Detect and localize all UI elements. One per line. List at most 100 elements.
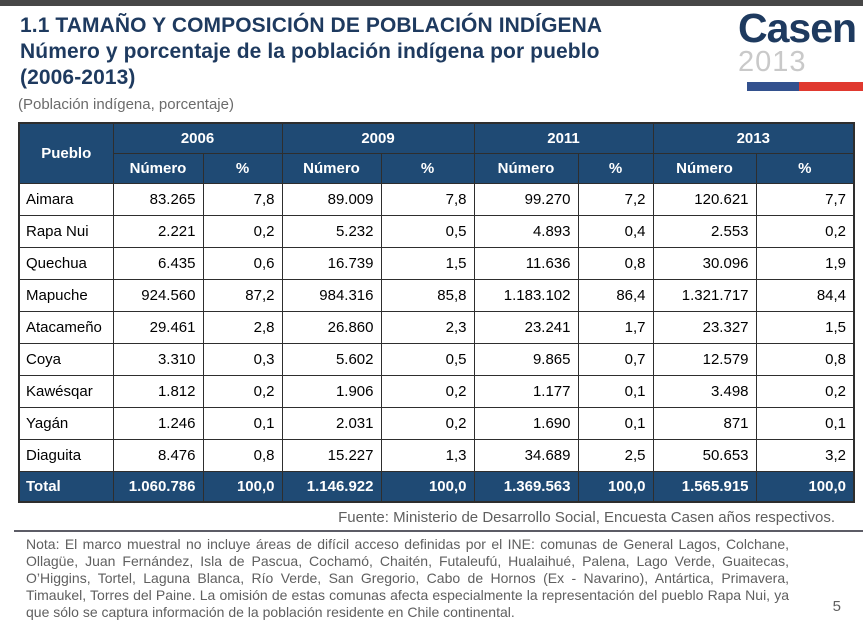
value-cell: 0,1 [577, 406, 654, 440]
table-row: Quechua 6.435 0,6 16.739 1,5 11.636 0,8 30.096 1… [18, 246, 855, 280]
value-cell: 871 [652, 406, 757, 440]
value-cell: 5.232 [281, 214, 382, 248]
page-title: 1.1 TAMAÑO Y COMPOSICIÓN DE POBLACIÓN IN… [20, 13, 630, 91]
header-year-2009: 2009 [281, 122, 475, 154]
value-cell: 23.327 [652, 310, 757, 344]
header-year-2006: 2006 [112, 122, 283, 154]
value-cell: 84,4 [755, 278, 855, 312]
header-pct: % [380, 152, 475, 184]
value-cell: 7,8 [380, 182, 475, 216]
flag-bar [747, 82, 863, 91]
value-cell: 0,2 [202, 374, 283, 408]
value-cell: 100,0 [202, 470, 283, 503]
value-cell: 4.893 [473, 214, 579, 248]
table-row: Rapa Nui 2.221 0,2 5.232 0,5 4.893 0,4 2.553 0,2 [18, 214, 855, 248]
pueblo-cell: Diaguita [18, 438, 114, 472]
value-cell: 1,9 [755, 246, 855, 280]
value-cell: 1,7 [577, 310, 654, 344]
value-cell: 0,2 [202, 214, 283, 248]
pueblo-cell: Yagán [18, 406, 114, 440]
value-cell: 1.060.786 [112, 470, 204, 503]
value-cell: 89.009 [281, 182, 382, 216]
value-cell: 0,4 [577, 214, 654, 248]
value-cell: 9.865 [473, 342, 579, 376]
value-cell: 11.636 [473, 246, 579, 280]
value-cell: 0,5 [380, 342, 475, 376]
value-cell: 16.739 [281, 246, 382, 280]
header-numero: Número [652, 152, 757, 184]
value-cell: 6.435 [112, 246, 204, 280]
value-cell: 0,1 [755, 406, 855, 440]
table-row: Mapuche 924.560 87,2 984.316 85,8 1.183.102 86… [18, 278, 855, 312]
value-cell: 0,2 [755, 214, 855, 248]
pueblo-cell: Coya [18, 342, 114, 376]
value-cell: 50.653 [652, 438, 757, 472]
value-cell: 1.690 [473, 406, 579, 440]
top-accent-strip [0, 0, 863, 6]
value-cell: 0,2 [755, 374, 855, 408]
value-cell: 12.579 [652, 342, 757, 376]
population-table: Pueblo 2006 2009 2011 2013 Número % Núme… [18, 122, 856, 503]
value-cell: 87,2 [202, 278, 283, 312]
header-pueblo: Pueblo [18, 122, 114, 184]
value-cell: 1,5 [755, 310, 855, 344]
value-cell: 29.461 [112, 310, 204, 344]
value-cell: 7,2 [577, 182, 654, 216]
value-cell: 0,1 [577, 374, 654, 408]
value-cell: 85,8 [380, 278, 475, 312]
value-cell: 15.227 [281, 438, 382, 472]
value-cell: 1.565.915 [652, 470, 757, 503]
table-header: Pueblo 2006 2009 2011 2013 Número % Núme… [18, 122, 855, 184]
table-caption: (Población indígena, porcentaje) [18, 96, 234, 113]
pueblo-cell: Rapa Nui [18, 214, 114, 248]
value-cell: 3,2 [755, 438, 855, 472]
value-cell: 1.369.563 [473, 470, 579, 503]
value-cell: 0,5 [380, 214, 475, 248]
casen-wordmark: Casen [738, 5, 857, 51]
title-line-2: Número y porcentaje de la población indí… [20, 40, 600, 63]
value-cell: 1.146.922 [281, 470, 382, 503]
value-cell: 100,0 [577, 470, 654, 503]
value-cell: 86,4 [577, 278, 654, 312]
flag-bar-red [799, 82, 863, 91]
value-cell: 7,8 [202, 182, 283, 216]
value-cell: 99.270 [473, 182, 579, 216]
header-pct: % [577, 152, 654, 184]
table-total-row: Total 1.060.786 100,0 1.146.922 100,0 1.369.5… [18, 470, 855, 503]
value-cell: 3.310 [112, 342, 204, 376]
value-cell: 3.498 [652, 374, 757, 408]
value-cell: 26.860 [281, 310, 382, 344]
table-body: Aimara 83.265 7,8 89.009 7,8 99.270 7,2 120.621… [18, 182, 855, 503]
value-cell: 0,2 [380, 374, 475, 408]
value-cell: 2,5 [577, 438, 654, 472]
source-note: Fuente: Ministerio de Desarrollo Social,… [338, 509, 835, 526]
value-cell: 984.316 [281, 278, 382, 312]
casen-logo: Casen 2013 [738, 5, 863, 77]
value-cell: 34.689 [473, 438, 579, 472]
footer-divider [14, 530, 863, 532]
value-cell: 1.177 [473, 374, 579, 408]
header-pct: % [755, 152, 855, 184]
value-cell: 2.031 [281, 406, 382, 440]
table-row: Aimara 83.265 7,8 89.009 7,8 99.270 7,2 120.621… [18, 182, 855, 216]
value-cell: 8.476 [112, 438, 204, 472]
value-cell: 1,3 [380, 438, 475, 472]
value-cell: 100,0 [380, 470, 475, 503]
value-cell: 2,3 [380, 310, 475, 344]
pueblo-cell: Mapuche [18, 278, 114, 312]
value-cell: 1.812 [112, 374, 204, 408]
value-cell: 0,1 [202, 406, 283, 440]
header-numero: Número [281, 152, 382, 184]
pueblo-cell: Total [18, 470, 114, 503]
value-cell: 83.265 [112, 182, 204, 216]
value-cell: 120.621 [652, 182, 757, 216]
value-cell: 2,8 [202, 310, 283, 344]
table-row: Yagán 1.246 0,1 2.031 0,2 1.690 0,1 871 0,1 [18, 406, 855, 440]
value-cell: 2.553 [652, 214, 757, 248]
value-cell: 2.221 [112, 214, 204, 248]
value-cell: 1.183.102 [473, 278, 579, 312]
table-row: Coya 3.310 0,3 5.602 0,5 9.865 0,7 12.579 0,8 [18, 342, 855, 376]
value-cell: 1.246 [112, 406, 204, 440]
table-row: Kawésqar 1.812 0,2 1.906 0,2 1.177 0,1 3.498 0,2 [18, 374, 855, 408]
header-year-2013: 2013 [652, 122, 855, 154]
